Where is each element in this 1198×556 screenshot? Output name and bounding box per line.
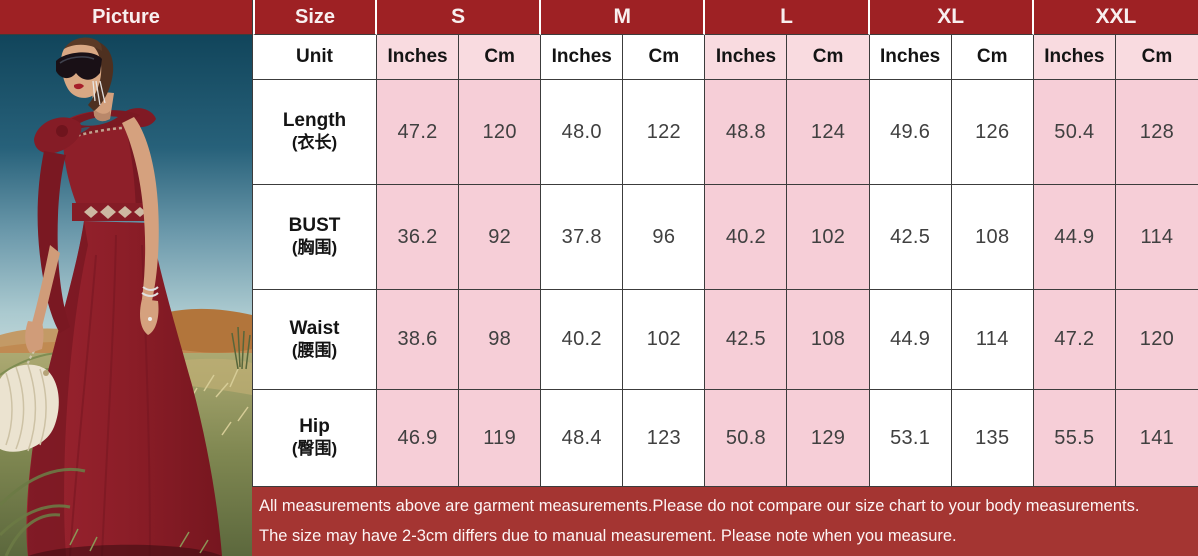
unit-header-inches: Inches [1033,35,1116,80]
product-photo [0,35,252,556]
size-header-s: S [377,0,542,35]
row-label-en: Waist [289,317,340,339]
value-cell: 108 [787,290,870,390]
value-cell: 47.2 [1033,290,1116,390]
value-cell: 114 [1115,185,1198,290]
value-cell: 50.4 [1033,80,1116,185]
value-cell: 53.1 [869,390,952,487]
value-cell: 114 [951,290,1034,390]
value-cell: 50.8 [705,390,788,487]
value-cell: 42.5 [869,185,952,290]
unit-header-inches: Inches [869,35,952,80]
value-cell: 49.6 [869,80,952,185]
unit-header-inches: Inches [377,35,460,80]
value-cell: 44.9 [869,290,952,390]
value-cell: 48.0 [541,80,624,185]
size-table: Size S M L XL XXL Unit Inches Cm Inches … [252,0,1198,487]
row-label-cn: (胸围) [291,238,338,258]
row-label-length: Length (衣长) [253,80,377,185]
value-cell: 98 [459,290,542,390]
value-cell: 55.5 [1033,390,1116,487]
value-cell: 108 [951,185,1034,290]
sunglasses [56,52,102,80]
value-cell: 126 [951,80,1034,185]
value-cell: 37.8 [541,185,624,290]
value-cell: 141 [1115,390,1198,487]
row-label-waist: Waist (腰围) [253,290,377,390]
footer-note: All measurements above are garment measu… [252,487,1198,556]
row-label-cn: (衣长) [291,133,338,153]
size-header-xl: XL [869,0,1034,35]
value-cell: 47.2 [377,80,460,185]
value-cell: 122 [623,80,706,185]
value-cell: 96 [623,185,706,290]
row-label-bust: BUST (胸围) [253,185,377,290]
size-corner-header: Size [253,0,377,35]
value-cell: 128 [1115,80,1198,185]
value-cell: 38.6 [377,290,460,390]
picture-header: Picture [0,0,252,35]
foreground-grass [0,467,209,556]
model-figure [0,37,222,556]
handbag [0,364,59,452]
unit-header-cm: Cm [787,35,870,80]
value-cell: 120 [459,80,542,185]
footer-line-1: All measurements above are garment measu… [259,497,1140,516]
unit-header-inches: Inches [705,35,788,80]
unit-header-inches: Inches [541,35,624,80]
value-cell: 135 [951,390,1034,487]
value-cell: 48.4 [541,390,624,487]
value-cell: 40.2 [541,290,624,390]
value-cell: 36.2 [377,185,460,290]
row-label-cn: (腰围) [291,340,338,360]
belt-ornament [84,205,146,219]
size-header-m: M [541,0,706,35]
tassel-earring [92,80,106,106]
value-cell: 129 [787,390,870,487]
unit-header-cm: Cm [459,35,542,80]
value-cell: 92 [459,185,542,290]
footer-line-2: The size may have 2-3cm differs due to m… [259,526,957,545]
value-cell: 124 [787,80,870,185]
model-photo-illustration [0,35,252,556]
value-cell: 120 [1115,290,1198,390]
unit-row-label: Unit [253,35,377,80]
row-label-en: Hip [299,416,330,438]
row-label-en: Length [282,110,347,132]
value-cell: 102 [623,290,706,390]
row-label-cn: (臀围) [291,439,338,459]
unit-header-cm: Cm [1115,35,1198,80]
value-cell: 102 [787,185,870,290]
value-cell: 44.9 [1033,185,1116,290]
value-cell: 42.5 [705,290,788,390]
unit-header-cm: Cm [951,35,1034,80]
value-cell: 123 [623,390,706,487]
size-header-l: L [705,0,870,35]
row-label-en: BUST [288,215,341,237]
unit-header-cm: Cm [623,35,706,80]
picture-header-label: Picture [92,5,160,28]
value-cell: 48.8 [705,80,788,185]
value-cell: 119 [459,390,542,487]
size-header-xxl: XXL [1033,0,1198,35]
value-cell: 40.2 [705,185,788,290]
row-label-hip: Hip (臀围) [253,390,377,487]
value-cell: 46.9 [377,390,460,487]
